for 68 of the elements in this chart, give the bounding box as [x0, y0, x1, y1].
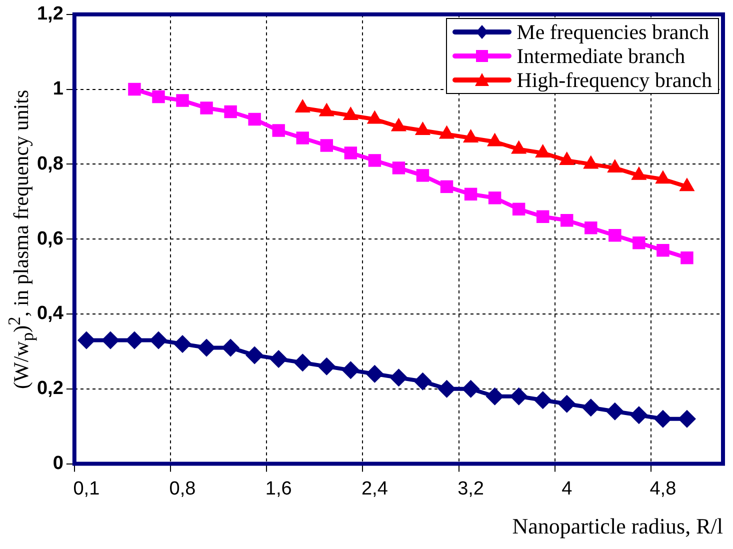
point: [606, 402, 624, 420]
y-tick-label: 1: [52, 78, 64, 100]
point: [149, 331, 168, 350]
point: [512, 202, 526, 216]
point: [488, 192, 502, 204]
point: [654, 410, 672, 428]
point: [152, 90, 165, 104]
point: [342, 361, 360, 380]
point: [272, 124, 285, 137]
point: [270, 350, 288, 368]
point: [680, 251, 694, 264]
point: [174, 334, 192, 353]
legend-label: Intermediate branch: [516, 44, 686, 68]
y-tick-label: 0,6: [36, 228, 64, 250]
point: [414, 372, 432, 390]
point: [438, 380, 456, 398]
point: [534, 391, 552, 410]
point: [128, 82, 141, 96]
point: [77, 331, 96, 350]
x-tick-label: 4,8: [650, 478, 676, 500]
x-tick-label: 1,6: [265, 478, 292, 500]
point: [678, 410, 696, 428]
point: [486, 387, 504, 406]
point: [101, 331, 120, 350]
point: [248, 112, 261, 126]
point: [584, 222, 598, 234]
point: [582, 398, 600, 417]
point: [224, 105, 237, 118]
point: [296, 132, 309, 144]
y-tick-label: 0,2: [36, 378, 64, 400]
point: [608, 228, 622, 242]
y-tick-label: 0,4: [36, 303, 64, 324]
point: [320, 139, 334, 152]
point: [344, 146, 358, 160]
point: [560, 214, 574, 227]
point: [390, 368, 408, 387]
point: [464, 188, 478, 201]
point: [246, 346, 264, 364]
legend-label: Me frequencies branch: [516, 20, 710, 44]
point: [368, 154, 382, 167]
point: [440, 180, 454, 194]
x-tick-label: 0,8: [169, 478, 196, 500]
x-axis-title: Nanoparticle radius, R/l: [512, 514, 723, 539]
point: [294, 354, 312, 372]
point: [510, 387, 528, 406]
point: [176, 94, 189, 107]
point: [630, 406, 648, 424]
x-tick-label: 2,4: [361, 478, 388, 500]
point: [200, 102, 213, 114]
point: [462, 380, 480, 398]
point: [536, 210, 550, 223]
y-tick-label: 0,8: [36, 153, 64, 174]
point: [632, 236, 646, 250]
point: [416, 169, 430, 182]
point: [656, 244, 670, 257]
point: [318, 357, 336, 376]
point: [198, 338, 216, 357]
point: [366, 364, 384, 383]
point: [125, 331, 144, 350]
legend-label: High-frequency branch: [516, 68, 712, 92]
point: [558, 394, 576, 413]
y-tick-label: 1,2: [36, 4, 64, 25]
y-tick-label: 0: [52, 453, 64, 474]
point: [392, 162, 406, 174]
x-tick-label: 3,2: [458, 478, 484, 500]
x-tick-label: 4: [562, 478, 573, 500]
x-tick-label: 0,1: [73, 478, 100, 500]
point: [222, 338, 240, 357]
